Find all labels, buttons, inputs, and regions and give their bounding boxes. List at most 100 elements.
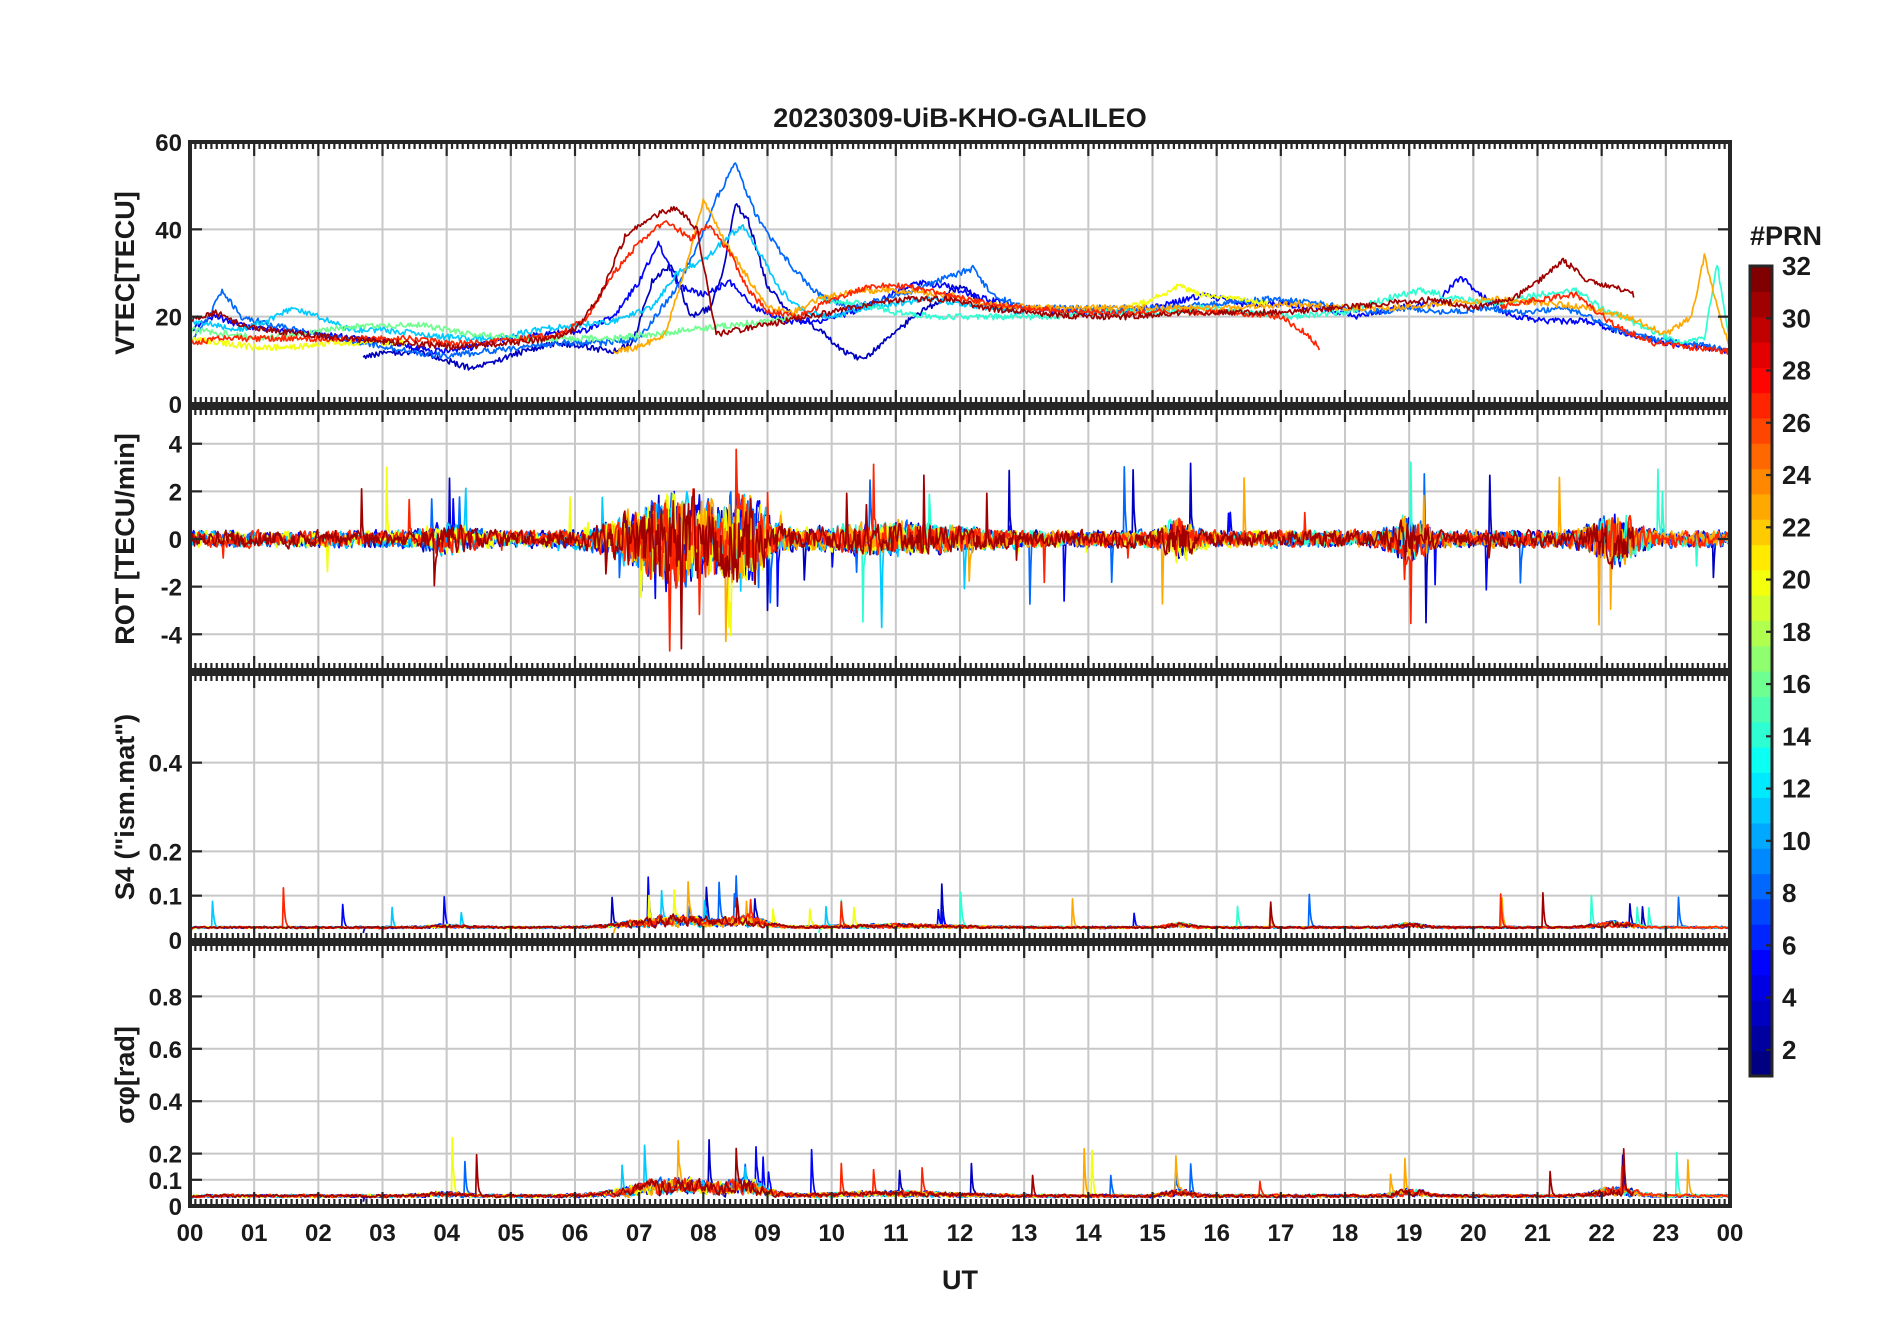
colorbar-tick-label: 20: [1782, 565, 1811, 595]
colorbar-segment: [1750, 569, 1772, 596]
vtec-series-prn-31: [190, 205, 1635, 351]
vtec-series-prn-20: [190, 283, 1269, 352]
vtec-x-ticks: [188, 142, 1732, 404]
colorbar-segment: [1750, 291, 1772, 318]
vtec-series-prn-8: [190, 162, 1730, 360]
s4-y-tick-label: 0: [169, 928, 182, 955]
sigma_phi-series-prn-23: [612, 1139, 1730, 1199]
colorbar-tick-label: 2: [1782, 1035, 1796, 1065]
colorbar-segment: [1750, 392, 1772, 419]
sigma_phi-panel: 00.10.2 0.4 0.6 0.8 σφ[rad]: [110, 942, 1732, 1221]
vtec-series-prn-27: [190, 220, 1730, 355]
vtec-y-tick-label: 0: [169, 392, 182, 419]
colorbar-tick-label: 32: [1782, 251, 1811, 281]
vtec-series-prn-16: [190, 313, 801, 343]
x-tick-label: 07: [626, 1220, 653, 1247]
vtec-series-prn-11: [190, 224, 1026, 343]
rot-y-tick-label: 0: [169, 527, 182, 554]
vtec-y-tick-label: 20: [155, 305, 182, 332]
x-tick-label: 22: [1588, 1220, 1615, 1247]
colorbar-segment: [1750, 468, 1772, 495]
s4-y-tick-label: 0.4: [149, 751, 183, 778]
x-tick-label: 05: [497, 1220, 524, 1247]
colorbar-segment: [1750, 772, 1772, 799]
rot-series-prn-23: [612, 476, 1730, 643]
rot-series-prn-31: [190, 474, 1635, 650]
colorbar-segment: [1750, 443, 1772, 470]
x-tick-label: 03: [369, 1220, 396, 1247]
colorbar-tick-label: 14: [1782, 721, 1811, 751]
x-tick-label: 16: [1203, 1220, 1230, 1247]
colorbar-segment: [1750, 949, 1772, 976]
x-tick-label: 20: [1460, 1220, 1487, 1247]
sigma_phi-x-ticks: [188, 944, 1732, 1206]
s4-series-prn-31: [190, 892, 1635, 934]
colorbar-tick-label: 12: [1782, 774, 1811, 804]
colorbar-label: #PRN: [1750, 221, 1822, 251]
colorbar-segment: [1750, 848, 1772, 875]
sigma_phi-y-tick-label: 0.6: [149, 1037, 182, 1064]
x-tick-label: 15: [1139, 1220, 1166, 1247]
colorbar-segment: [1750, 341, 1772, 368]
colorbar-tick-label: 22: [1782, 512, 1811, 542]
sigma_phi-y-tick-label: 0.4: [149, 1089, 183, 1116]
x-tick-label: 02: [305, 1220, 332, 1247]
colorbar-segment: [1750, 822, 1772, 849]
colorbar-segment: [1750, 1050, 1772, 1077]
x-tick-label: 04: [433, 1220, 460, 1247]
vtec-y-tick-label: 60: [155, 130, 182, 157]
colorbar-segment: [1750, 595, 1772, 621]
s4-x-ticks: [188, 674, 1732, 940]
x-axis-label: UT: [942, 1265, 978, 1295]
colorbar-segment: [1750, 671, 1772, 697]
colorbar-segment: [1750, 316, 1772, 343]
colorbar-segment: [1750, 873, 1772, 900]
colorbar-tick-label: 30: [1782, 303, 1811, 333]
colorbar-tick-label: 28: [1782, 356, 1811, 386]
colorbar-tick-label: 24: [1782, 460, 1811, 490]
vtec-y-tick-label: 40: [155, 217, 182, 244]
colorbar-segment: [1750, 746, 1772, 773]
colorbar-tick-label: 6: [1782, 930, 1796, 960]
x-tick-label: 23: [1652, 1220, 1679, 1247]
colorbar-tick-label: 16: [1782, 669, 1811, 699]
sigma_phi-y-tick-label: 0.2: [149, 1142, 182, 1169]
vtec-grid: [190, 142, 1730, 404]
vtec-y-axis-label: VTEC[TECU]: [110, 191, 140, 355]
s4-grid: [190, 674, 1730, 940]
colorbar-segment: [1750, 519, 1772, 546]
colorbar-tick-label: 26: [1782, 408, 1811, 438]
sigma_phi-grid: [190, 944, 1730, 1206]
colorbar-segment: [1750, 924, 1772, 951]
sigma_phi-series-prn-31: [190, 1147, 1635, 1202]
s4-panel: 0 0.1 0.2 0.4 S4 ("ism.mat"): [110, 672, 1732, 955]
colorbar-segment: [1750, 696, 1772, 723]
rot-y-axis-label: ROT [TECU/min]: [110, 433, 140, 644]
vtec-series-prn-23: [612, 198, 1730, 355]
x-tick-label: 09: [754, 1220, 781, 1247]
colorbar-segment: [1750, 974, 1772, 1001]
colorbar-segment: [1750, 1000, 1772, 1026]
rot-y-tick-label: 2: [169, 479, 182, 506]
colorbar-tick-label: 4: [1782, 983, 1797, 1013]
rot-y-tick-label: -2: [161, 575, 182, 602]
s4-y-tick-label: 0.2: [149, 839, 182, 866]
colorbar-segment: [1750, 797, 1772, 824]
colorbar-segment: [1750, 367, 1772, 394]
x-tick-label: 14: [1075, 1220, 1102, 1247]
colorbar-segment: [1750, 620, 1772, 647]
colorbar-segment: [1750, 544, 1772, 571]
colorbar-segment: [1750, 898, 1772, 925]
x-tick-label: 13: [1011, 1220, 1038, 1247]
rot-x-ticks: [188, 408, 1732, 670]
colorbar-segment: [1750, 266, 1772, 292]
colorbar-segment: [1750, 645, 1772, 672]
rot-y-tick-label: -4: [161, 622, 183, 649]
sigma_phi-series-prn-3: [362, 1139, 1730, 1202]
x-tick-label: 08: [690, 1220, 717, 1247]
colorbar-tick-label: 18: [1782, 617, 1811, 647]
x-tick-label: 06: [562, 1220, 589, 1247]
colorbar-frame: [1748, 264, 1774, 1078]
x-tick-label: 19: [1396, 1220, 1423, 1247]
